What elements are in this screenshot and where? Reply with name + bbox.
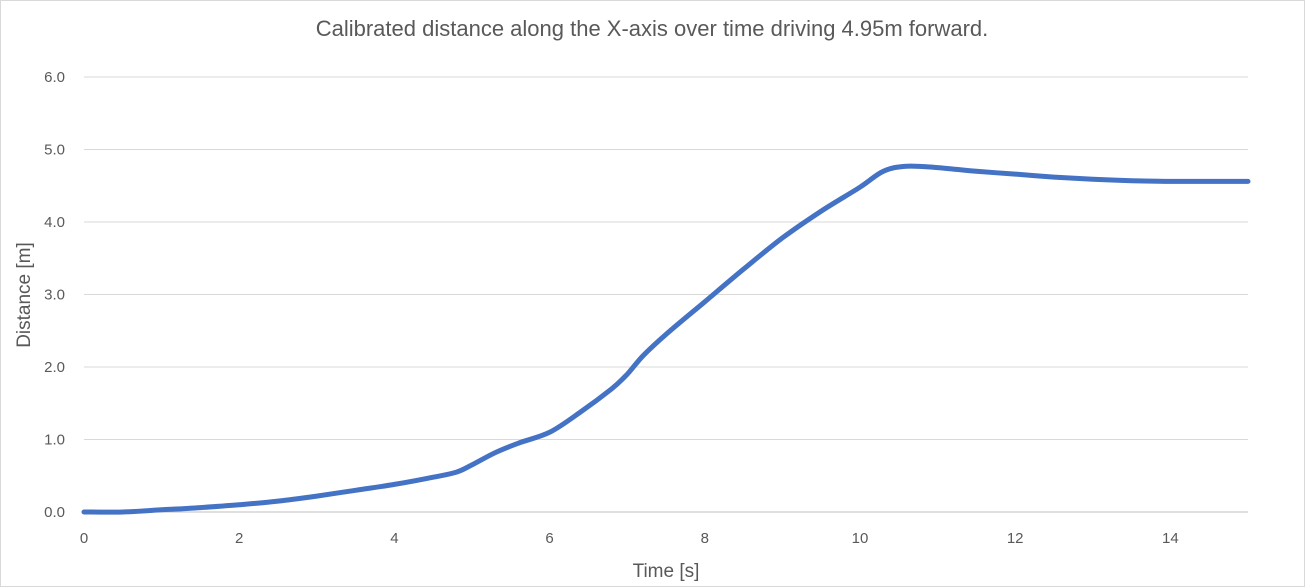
x-axis-ticks: 0 2 4 6 8 10 12 14 — [80, 530, 1179, 547]
y-tick-label: 0.0 — [44, 504, 65, 521]
series-line — [81, 163, 1251, 515]
x-tick-label: 4 — [390, 530, 398, 547]
y-axis-label: Distance [m] — [14, 242, 35, 348]
gridlines — [84, 76, 1248, 440]
x-tick-label: 0 — [80, 530, 88, 547]
x-axis-label: Time [s] — [633, 561, 700, 582]
y-tick-label: 2.0 — [44, 359, 65, 376]
x-tick-label: 2 — [235, 530, 243, 547]
y-tick-label: 5.0 — [44, 142, 65, 159]
x-tick-label: 12 — [1007, 530, 1024, 547]
y-axis-ticks: 0.0 1.0 2.0 3.0 4.0 5.0 6.0 — [44, 69, 65, 521]
y-tick-label: 3.0 — [44, 287, 65, 304]
x-tick-label: 8 — [701, 530, 709, 547]
y-tick-label: 6.0 — [44, 69, 65, 86]
x-tick-label: 6 — [545, 530, 553, 547]
y-tick-label: 1.0 — [44, 432, 65, 449]
chart-title: Calibrated distance along the X-axis ove… — [316, 16, 989, 41]
y-tick-label: 4.0 — [44, 214, 65, 231]
x-tick-label: 14 — [1162, 530, 1179, 547]
series — [81, 163, 1251, 515]
x-tick-label: 10 — [852, 530, 869, 547]
